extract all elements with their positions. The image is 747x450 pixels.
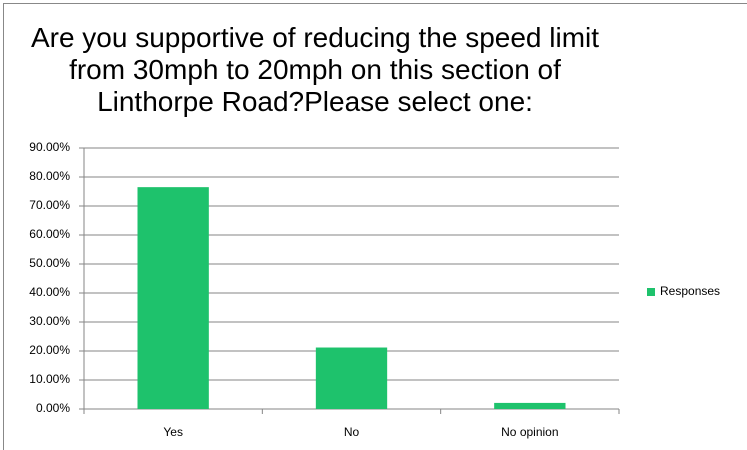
bar bbox=[315, 347, 388, 409]
y-tick-label: 80.00% bbox=[29, 169, 70, 183]
legend-label: Responses bbox=[660, 284, 720, 298]
x-tick-label: No opinion bbox=[501, 425, 558, 439]
x-tick-label: Yes bbox=[163, 425, 183, 439]
y-tick-label: 10.00% bbox=[29, 372, 70, 386]
y-tick-label: 60.00% bbox=[29, 227, 70, 241]
y-tick-label: 50.00% bbox=[29, 256, 70, 270]
y-tick-label: 30.00% bbox=[29, 314, 70, 328]
x-tick-label: No bbox=[344, 425, 360, 439]
chart-frame bbox=[3, 3, 747, 450]
legend-swatch bbox=[647, 288, 655, 296]
y-tick-label: 70.00% bbox=[29, 198, 70, 212]
y-tick-label: 20.00% bbox=[29, 343, 70, 357]
bar bbox=[137, 187, 209, 409]
y-tick-label: 40.00% bbox=[29, 285, 70, 299]
y-tick-label: 0.00% bbox=[36, 401, 70, 415]
bar bbox=[494, 402, 566, 409]
chart-title: Are you supportive of reducing the speed… bbox=[30, 22, 600, 117]
y-tick-label: 90.00% bbox=[29, 140, 70, 154]
